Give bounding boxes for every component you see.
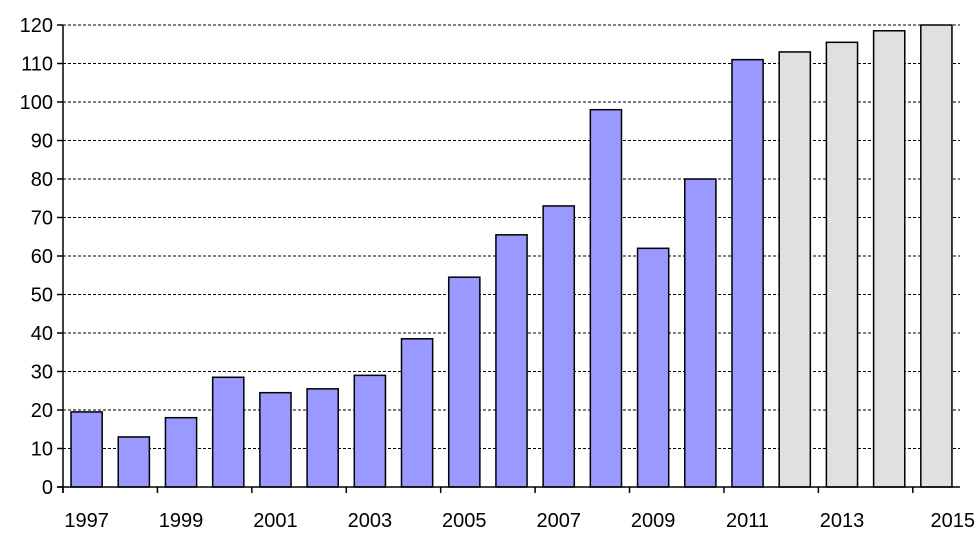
y-tick-labels: 0 10 20 30 40 50 60 70 80 90 100 110 120 xyxy=(20,15,53,499)
bar-2007 xyxy=(542,205,576,488)
bar-1999 xyxy=(164,416,198,488)
y-tick-label: 110 xyxy=(21,54,53,76)
x-tick-label: 1999 xyxy=(159,510,204,532)
bar-2003 xyxy=(353,374,387,488)
x-tick-label: 2001 xyxy=(253,510,298,532)
axes xyxy=(57,24,960,493)
y-tick-label: 90 xyxy=(31,131,53,153)
bar-2001 xyxy=(259,391,292,488)
y-tick-label: 10 xyxy=(31,439,53,461)
bar-1998 xyxy=(117,436,151,488)
x-tick-label: 2013 xyxy=(820,510,865,532)
bar-2011 xyxy=(731,58,764,488)
y-tick-label: 70 xyxy=(31,208,53,230)
bar-2006 xyxy=(495,234,528,488)
x-tick-label: 1997 xyxy=(64,510,109,532)
x-tick-labels: 1997 1999 2001 2003 2005 2007 2009 2011 2013 2015 xyxy=(64,510,975,532)
bar-2009 xyxy=(636,247,670,488)
x-tick-label: 2011 xyxy=(726,510,769,532)
bar-2005 xyxy=(447,276,481,488)
y-tick-label: 30 xyxy=(31,362,53,384)
x-tick-label: 2015 xyxy=(931,510,976,532)
bar-2015 xyxy=(920,24,953,488)
bar-2008 xyxy=(589,108,623,488)
x-tick-label: 2003 xyxy=(348,510,393,532)
x-tick-label: 2007 xyxy=(536,510,581,532)
bar-2014 xyxy=(872,30,906,488)
y-tick-label: 80 xyxy=(31,169,53,191)
y-tick-label: 50 xyxy=(31,285,53,307)
bar-2013 xyxy=(825,41,859,488)
y-tick-label: 100 xyxy=(20,92,53,114)
bars xyxy=(70,24,953,488)
bar-1997 xyxy=(70,411,103,488)
bar-2000 xyxy=(211,376,245,488)
y-tick-label: 20 xyxy=(31,400,53,422)
bar-2010 xyxy=(684,178,717,488)
x-tick-label: 2009 xyxy=(631,510,676,532)
x-tick-label: 2005 xyxy=(442,510,487,532)
y-tick-label: 0 xyxy=(42,477,53,499)
y-tick-label: 40 xyxy=(31,323,53,345)
bar-2002 xyxy=(306,388,339,488)
bar-2012 xyxy=(778,51,812,488)
y-tick-label: 120 xyxy=(20,15,53,37)
bar-2004 xyxy=(400,338,434,488)
y-tick-label: 60 xyxy=(31,246,53,268)
